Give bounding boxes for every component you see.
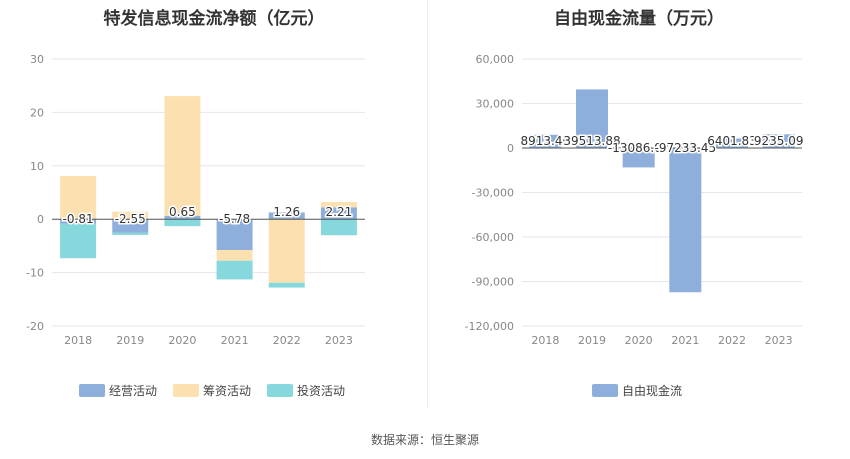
- x-tick-label: 2018: [64, 334, 92, 347]
- data-label: 2.21: [326, 205, 353, 219]
- x-tick-label: 2023: [765, 334, 793, 347]
- cash-flow-net-chart: 30 20 10 0 -10 -20 2018 2019 2020 2021 2022 2023 -0.…: [26, 53, 365, 398]
- x-tick-label: 2020: [168, 334, 196, 347]
- data-label: 39513.88: [563, 134, 620, 148]
- data-label: -2.55: [115, 212, 146, 226]
- y-tick-label: 10: [30, 160, 44, 173]
- x-tick-label: 2020: [625, 334, 653, 347]
- legend-swatch: [79, 384, 105, 397]
- x-tick-label: 2021: [221, 334, 249, 347]
- legend-swatch: [173, 384, 199, 397]
- bar-筹资活动: [60, 175, 97, 220]
- data-label: 6401.83: [707, 134, 757, 148]
- bar-经营活动: [268, 212, 305, 220]
- data-label: -97233.45: [655, 141, 717, 155]
- bar-自由现金流: [762, 134, 795, 148]
- free-cash-flow-chart: 60,000 30,000 0 -30,000 -60,000 -90,000 -120,0…: [465, 53, 805, 398]
- bar-经营活动: [164, 215, 201, 220]
- data-label: 9235.09: [754, 134, 804, 148]
- bar-投资活动: [268, 282, 305, 288]
- y-tick-label: -20: [26, 320, 44, 333]
- bar-筹资活动: [164, 96, 201, 216]
- data-label: -0.81: [63, 212, 94, 226]
- chart-title: 特发信息现金流净额（亿元）: [103, 9, 325, 29]
- bar-投资活动: [320, 219, 357, 236]
- legend-swatch: [592, 384, 618, 397]
- y-tick-label: 30,000: [476, 98, 515, 111]
- bar-自由现金流: [622, 148, 655, 168]
- x-tick-label: 2019: [116, 334, 144, 347]
- bar-自由现金流: [669, 148, 702, 293]
- bar-经营活动: [216, 219, 253, 251]
- y-tick-label: -120,000: [465, 320, 514, 333]
- free-cash-flow-chart-panel: 自由现金流量（万元） 60,000 30,000 0 -30,000 -60,000 -9…: [428, 0, 850, 410]
- y-tick-label: 0: [507, 142, 514, 155]
- y-tick-label: 0: [37, 213, 44, 226]
- y-tick-label: -30,000: [472, 187, 514, 200]
- legend-swatch: [267, 384, 293, 397]
- bar-筹资活动: [268, 219, 305, 283]
- y-tick-label: 60,000: [476, 53, 515, 66]
- x-tick-label: 2018: [531, 334, 559, 347]
- panel-divider: [427, 0, 428, 408]
- chart-title: 自由现金流量（万元）: [554, 9, 724, 29]
- bar-经营活动: [60, 219, 97, 224]
- y-tick-label: 20: [30, 106, 44, 119]
- x-tick-label: 2019: [578, 334, 606, 347]
- bar-筹资活动: [320, 202, 357, 208]
- bar-投资活动: [164, 219, 201, 227]
- data-source-note: 数据来源：恒生聚源: [370, 433, 479, 447]
- bar-经营活动: [320, 207, 357, 220]
- y-tick-label: 30: [30, 53, 44, 66]
- bar-自由现金流: [529, 134, 562, 148]
- bar-投资活动: [60, 223, 97, 259]
- y-tick-label: -90,000: [472, 276, 514, 289]
- data-label: -13086.07: [608, 141, 670, 155]
- legend-label: 投资活动: [297, 383, 345, 398]
- legend-label: 自由现金流: [622, 383, 682, 398]
- data-label: 8913.46: [521, 134, 571, 148]
- bar-自由现金流: [716, 138, 748, 148]
- legend-label: 筹资活动: [203, 384, 251, 398]
- data-label: 0.65: [169, 205, 196, 219]
- x-tick-label: 2022: [718, 334, 746, 347]
- x-tick-label: 2021: [671, 334, 699, 347]
- bar-投资活动: [112, 232, 149, 235]
- data-label: 1.26: [273, 205, 300, 219]
- bar-筹资活动: [112, 211, 149, 220]
- legend-label: 经营活动: [109, 384, 157, 398]
- bar-经营活动: [112, 219, 149, 233]
- data-label: -5.78: [219, 212, 250, 226]
- bar-投资活动: [216, 260, 253, 280]
- y-tick-label: -60,000: [472, 231, 514, 244]
- x-tick-label: 2022: [273, 334, 301, 347]
- x-tick-label: 2023: [325, 334, 353, 347]
- bar-自由现金流: [576, 89, 608, 148]
- cash-flow-net-chart-panel: 特发信息现金流净额（亿元） 30 20 10 0 -10 -20 2018 2019 2020 2…: [0, 0, 428, 410]
- bar-筹资活动: [216, 250, 253, 261]
- y-tick-label: -10: [26, 267, 44, 280]
